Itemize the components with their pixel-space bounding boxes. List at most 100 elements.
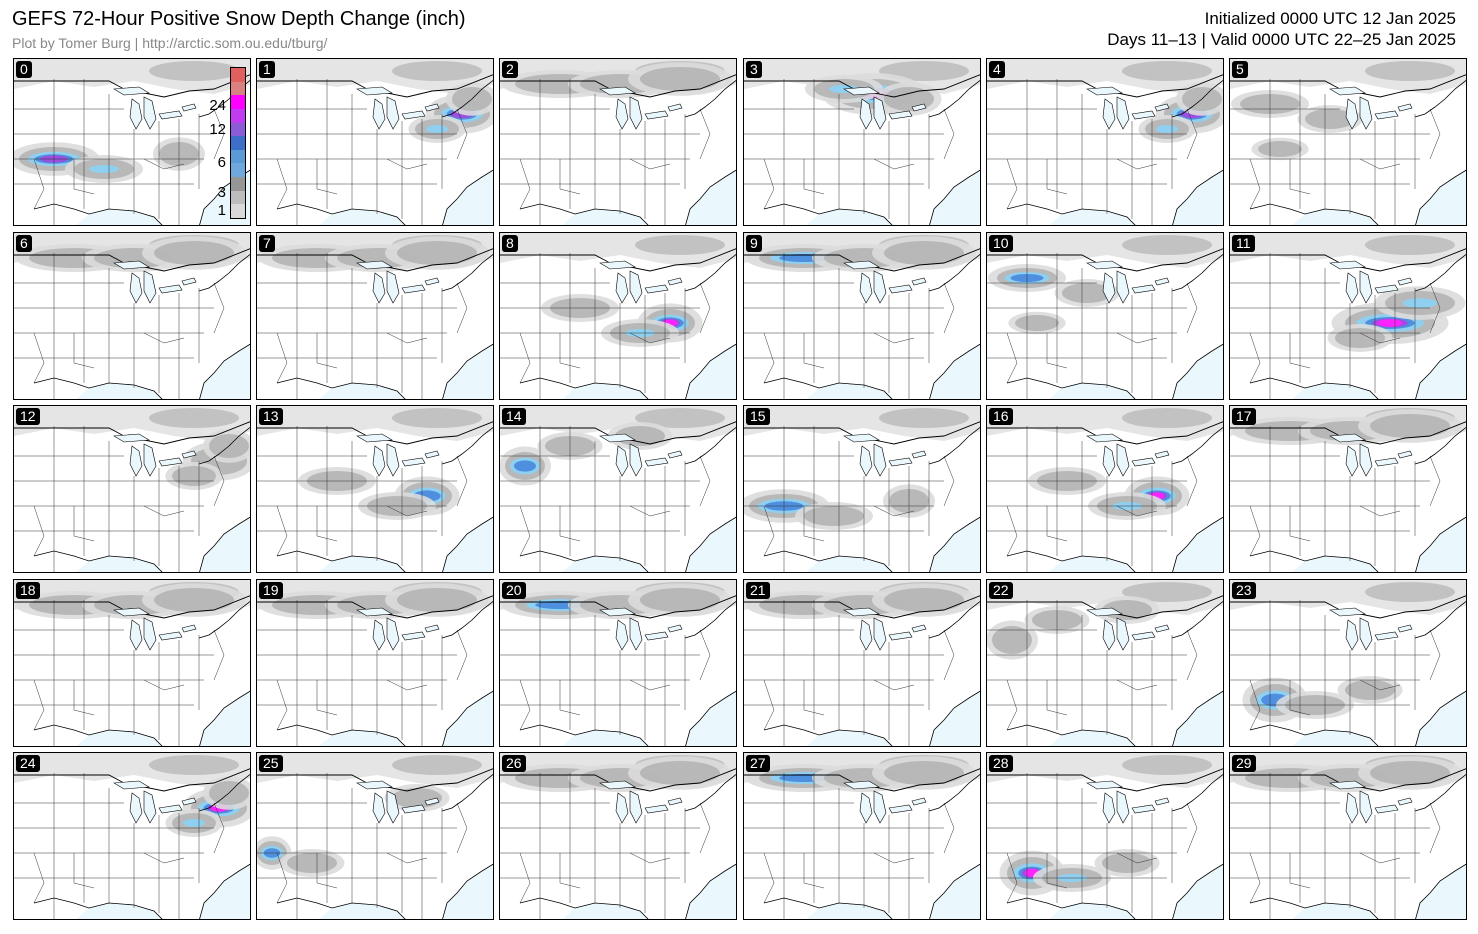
plot-credit: Plot by Tomer Burg | http://arctic.som.o… xyxy=(12,35,328,51)
snow-depth-map xyxy=(500,753,736,919)
snow-depth-map xyxy=(1230,59,1466,225)
member-number-label: 27 xyxy=(746,755,770,772)
snow-depth-map xyxy=(987,406,1223,572)
member-number-label: 13 xyxy=(259,408,283,425)
member-number-label: 3 xyxy=(746,61,762,78)
snow-depth-map xyxy=(1230,406,1466,572)
colorbar-tick-label: 24 xyxy=(209,97,226,114)
colorbar-tick-label: 3 xyxy=(217,184,226,201)
member-map-2: 2 xyxy=(499,58,737,226)
member-number-label: 20 xyxy=(502,582,526,599)
snow-depth-map xyxy=(744,233,980,399)
snow-depth-map xyxy=(257,580,493,746)
member-number-label: 15 xyxy=(746,408,770,425)
member-map-25: 25 xyxy=(256,752,494,920)
member-number-label: 28 xyxy=(989,755,1013,772)
member-number-label: 17 xyxy=(1232,408,1256,425)
snow-depth-map xyxy=(500,59,736,225)
snow-depth-map xyxy=(14,233,250,399)
snow-depth-map xyxy=(987,233,1223,399)
member-number-label: 26 xyxy=(502,755,526,772)
snow-depth-map xyxy=(744,580,980,746)
member-map-14: 14 xyxy=(499,405,737,573)
member-number-label: 22 xyxy=(989,582,1013,599)
valid-time: Days 11–13 | Valid 0000 UTC 22–25 Jan 20… xyxy=(1107,30,1456,49)
snow-depth-map xyxy=(1230,233,1466,399)
member-map-9: 9 xyxy=(743,232,981,400)
member-number-label: 12 xyxy=(16,408,40,425)
member-number-label: 9 xyxy=(746,235,762,252)
member-number-label: 5 xyxy=(1232,61,1248,78)
member-map-13: 13 xyxy=(256,405,494,573)
member-map-16: 16 xyxy=(986,405,1224,573)
member-map-29: 29 xyxy=(1229,752,1467,920)
member-map-27: 27 xyxy=(743,752,981,920)
member-map-28: 28 xyxy=(986,752,1224,920)
member-number-label: 29 xyxy=(1232,755,1256,772)
colorbar-tick-label: 1 xyxy=(217,202,226,219)
member-map-19: 19 xyxy=(256,579,494,747)
snow-depth-map xyxy=(744,753,980,919)
member-number-label: 24 xyxy=(16,755,40,772)
member-map-17: 17 xyxy=(1229,405,1467,573)
member-map-22: 22 xyxy=(986,579,1224,747)
snow-depth-map xyxy=(744,406,980,572)
snow-depth-map xyxy=(14,406,250,572)
color-scale-bar xyxy=(230,67,246,219)
initialized-time: Initialized 0000 UTC 12 Jan 2025 xyxy=(1204,9,1456,28)
snow-depth-map xyxy=(500,406,736,572)
snow-depth-map xyxy=(987,580,1223,746)
snow-depth-map xyxy=(257,59,493,225)
member-number-label: 19 xyxy=(259,582,283,599)
snow-depth-map xyxy=(500,233,736,399)
snow-depth-map xyxy=(744,59,980,225)
member-number-label: 18 xyxy=(16,582,40,599)
member-map-6: 6 xyxy=(13,232,251,400)
member-map-7: 7 xyxy=(256,232,494,400)
member-number-label: 8 xyxy=(502,235,518,252)
snow-depth-map xyxy=(257,406,493,572)
member-map-0: 0 24 12 6 3 1 xyxy=(13,58,251,226)
member-map-8: 8 xyxy=(499,232,737,400)
snow-depth-map xyxy=(987,753,1223,919)
member-map-10: 10 xyxy=(986,232,1224,400)
member-number-label: 16 xyxy=(989,408,1013,425)
colorbar-tick-label: 12 xyxy=(209,121,226,138)
member-map-26: 26 xyxy=(499,752,737,920)
member-number-label: 10 xyxy=(989,235,1013,252)
member-number-label: 21 xyxy=(746,582,770,599)
colorbar-tick-label: 6 xyxy=(217,154,226,171)
snow-depth-map xyxy=(14,753,250,919)
member-number-label: 23 xyxy=(1232,582,1256,599)
snow-depth-map xyxy=(14,580,250,746)
snow-depth-map xyxy=(14,59,250,225)
member-map-5: 5 xyxy=(1229,58,1467,226)
member-number-label: 11 xyxy=(1232,235,1255,252)
member-number-label: 4 xyxy=(989,61,1005,78)
member-map-20: 20 xyxy=(499,579,737,747)
member-map-4: 4 xyxy=(986,58,1224,226)
snow-depth-map xyxy=(500,580,736,746)
map-title: GEFS 72-Hour Positive Snow Depth Change … xyxy=(12,8,466,30)
member-map-18: 18 xyxy=(13,579,251,747)
member-map-12: 12 xyxy=(13,405,251,573)
member-map-24: 24 xyxy=(13,752,251,920)
member-number-label: 25 xyxy=(259,755,283,772)
ensemble-member-grid: 0 24 12 6 3 1 1 2 3 4 5 6 7 8 9 10 11 12 13 14 15 16 17 18 19 20 2… xyxy=(13,58,1467,924)
member-number-label: 1 xyxy=(259,61,275,78)
snow-depth-map xyxy=(1230,753,1466,919)
member-map-23: 23 xyxy=(1229,579,1467,747)
member-map-11: 11 xyxy=(1229,232,1467,400)
snow-depth-map xyxy=(257,233,493,399)
member-number-label: 6 xyxy=(16,235,32,252)
member-number-label: 14 xyxy=(502,408,526,425)
member-number-label: 0 xyxy=(16,61,32,78)
member-number-label: 7 xyxy=(259,235,275,252)
snow-depth-map xyxy=(1230,580,1466,746)
member-map-1: 1 xyxy=(256,58,494,226)
member-number-label: 2 xyxy=(502,61,518,78)
snow-depth-map xyxy=(257,753,493,919)
snow-depth-map xyxy=(987,59,1223,225)
member-map-15: 15 xyxy=(743,405,981,573)
member-map-21: 21 xyxy=(743,579,981,747)
